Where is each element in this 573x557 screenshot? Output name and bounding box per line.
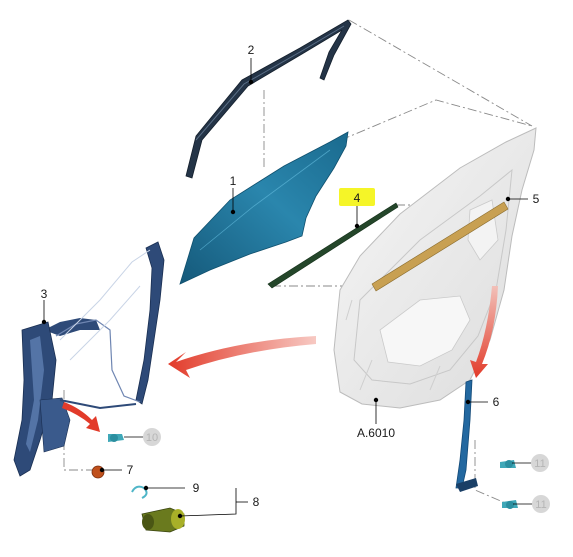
motor-8 bbox=[141, 507, 185, 533]
callout-5: 5 bbox=[533, 192, 540, 206]
reference-a6010: A.6010 bbox=[357, 426, 395, 440]
callout-3: 3 bbox=[41, 287, 48, 301]
inner-belt-seal bbox=[267, 202, 399, 289]
callout-1: 1 bbox=[230, 174, 237, 188]
removal-arrow-down bbox=[470, 286, 498, 378]
callout-11-circle-lower bbox=[532, 495, 550, 513]
callout-11-upper: 11 bbox=[534, 458, 545, 470]
removal-arrow-large bbox=[168, 336, 316, 378]
removal-arrow-small bbox=[62, 402, 100, 432]
callout-10-circle bbox=[143, 428, 161, 446]
upper-run-channel bbox=[185, 19, 352, 179]
window-regulator bbox=[13, 241, 165, 477]
callout-2: 2 bbox=[248, 43, 255, 57]
bolt-11-lower bbox=[502, 500, 518, 509]
callout-4: 4 bbox=[354, 191, 361, 205]
callout-10: 10 bbox=[146, 432, 158, 444]
door-shell bbox=[333, 127, 537, 409]
outer-belt-seal bbox=[371, 201, 509, 292]
callout-7: 7 bbox=[127, 463, 134, 477]
door-glass bbox=[179, 131, 349, 285]
rear-guide-rail bbox=[455, 379, 478, 492]
callout-11-lower: 11 bbox=[535, 499, 546, 511]
callout-9: 9 bbox=[193, 481, 200, 495]
bolt-11-upper bbox=[500, 460, 516, 468]
bolt-10 bbox=[108, 434, 124, 442]
callout-6: 6 bbox=[493, 395, 500, 409]
callout-4-highlight bbox=[339, 188, 375, 206]
callout-8: 8 bbox=[253, 495, 260, 509]
leader-dots bbox=[41, 79, 511, 519]
leader-lines bbox=[43, 58, 533, 517]
callout-11-circle-upper bbox=[531, 454, 549, 472]
